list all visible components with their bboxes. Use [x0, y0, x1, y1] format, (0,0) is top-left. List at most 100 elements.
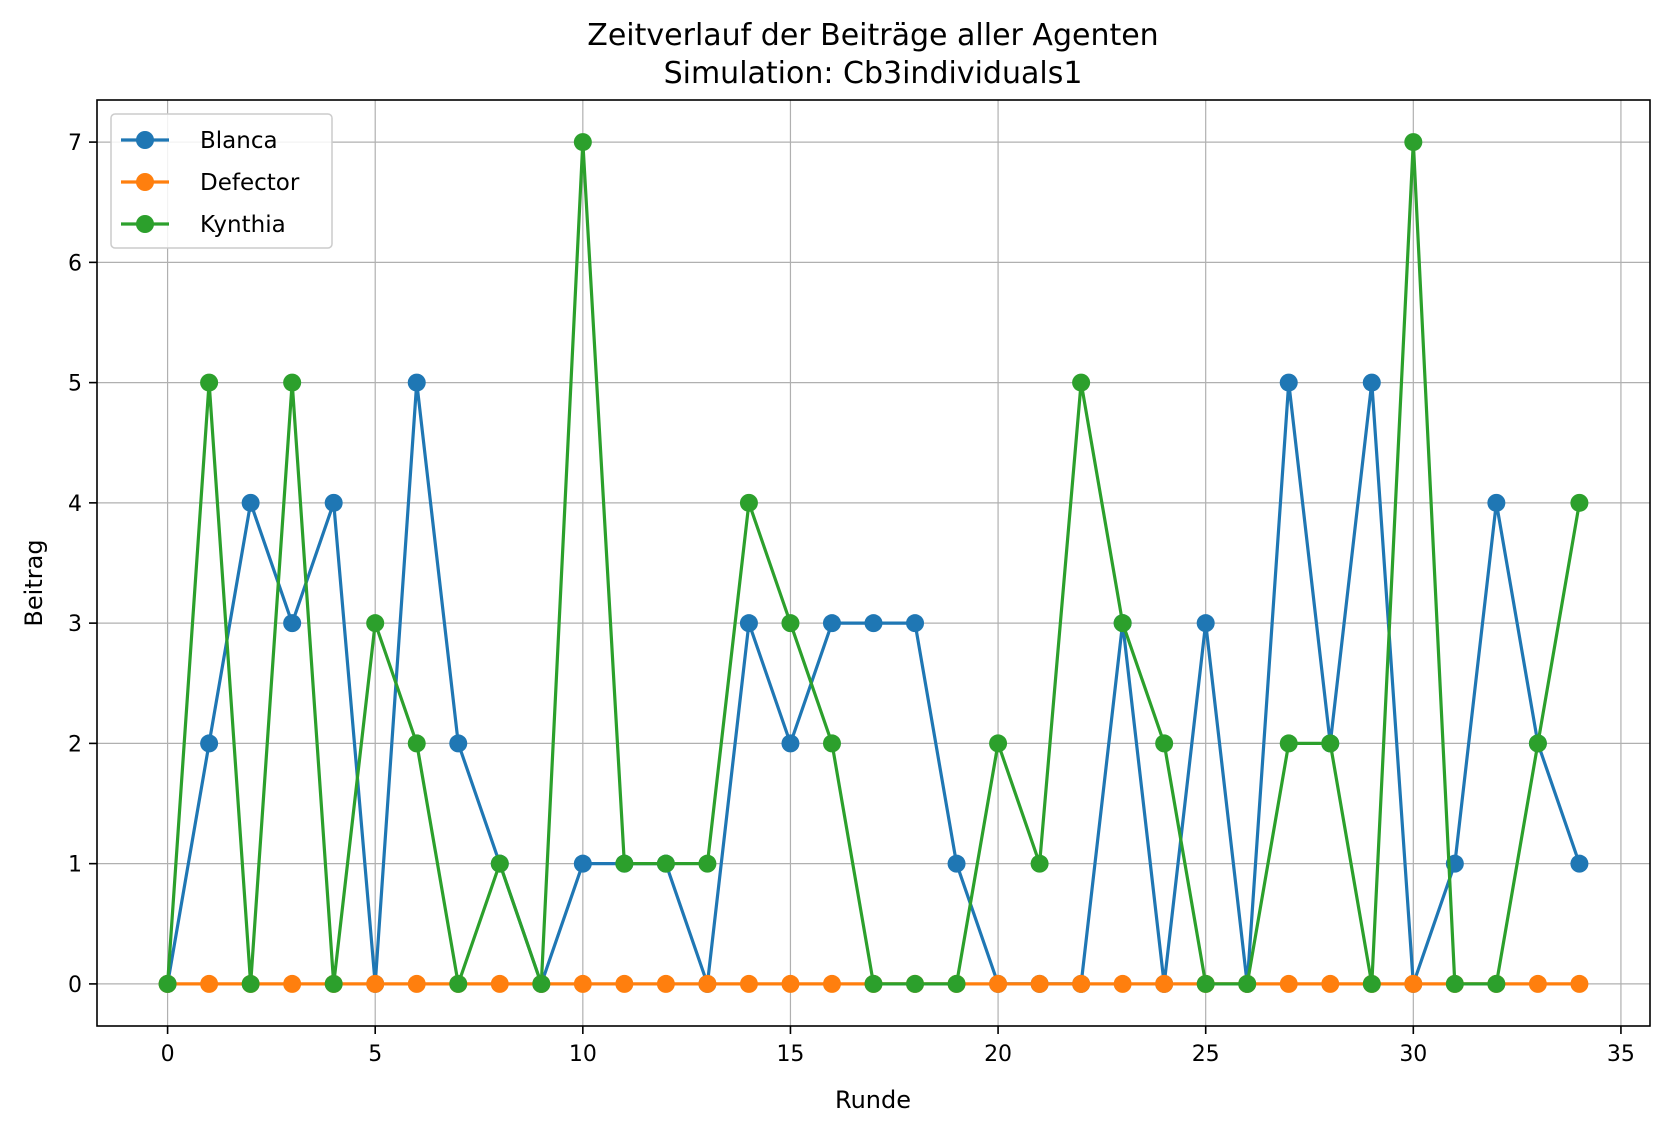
data-point-kynthia [1487, 974, 1506, 993]
data-point-kynthia [1528, 734, 1547, 753]
data-point-kynthia [1155, 734, 1174, 753]
data-point-kynthia [781, 614, 800, 633]
legend-swatch-marker [136, 173, 154, 191]
axis-ticks: 0 5 10 15 20 25 30 35 0 1 2 3 4 5 6 7 [68, 131, 1635, 1067]
x-tick-label: 10 [569, 1042, 597, 1067]
legend-label: Defector [200, 170, 300, 196]
y-tick-label: 3 [68, 612, 82, 637]
data-point-kynthia [1113, 614, 1132, 633]
data-point-kynthia [989, 734, 1008, 753]
x-tick-label: 0 [161, 1042, 175, 1067]
data-point-kynthia [1238, 974, 1257, 993]
data-point-defector [1321, 974, 1340, 993]
data-point-defector [366, 974, 385, 993]
data-point-defector [490, 974, 509, 993]
data-point-kynthia [490, 854, 509, 873]
data-point-kynthia [739, 493, 758, 512]
data-point-kynthia [698, 854, 717, 873]
legend-item-blanca: Blanca [121, 128, 278, 154]
data-point-defector [1030, 974, 1049, 993]
x-tick-label: 20 [984, 1042, 1012, 1067]
legend: Blanca Defector Kynthia [110, 113, 333, 249]
data-point-kynthia [241, 974, 260, 993]
y-tick-label: 0 [68, 973, 82, 998]
data-point-blanca [1279, 373, 1298, 392]
data-point-blanca [864, 614, 883, 633]
data-point-defector [1528, 974, 1547, 993]
legend-swatch-marker [136, 131, 154, 149]
legend-item-kynthia: Kynthia [121, 212, 286, 238]
data-point-blanca [283, 614, 302, 633]
x-tick-label: 35 [1607, 1042, 1635, 1067]
x-tick-label: 30 [1399, 1042, 1427, 1067]
y-tick-label: 2 [68, 732, 82, 757]
legend-label: Blanca [200, 128, 278, 154]
data-point-defector [200, 974, 219, 993]
y-tick-label: 5 [68, 372, 82, 397]
data-point-kynthia [1570, 493, 1589, 512]
data-point-blanca [1196, 614, 1215, 633]
data-point-defector [656, 974, 675, 993]
data-point-defector [573, 974, 592, 993]
data-point-kynthia [947, 974, 966, 993]
data-point-kynthia [1404, 133, 1423, 152]
legend-label: Kynthia [200, 212, 286, 238]
data-point-blanca [407, 373, 426, 392]
series-layer [158, 133, 1589, 993]
y-tick-label: 4 [68, 492, 82, 517]
series-line-kynthia [165, 140, 1581, 986]
data-point-defector [1113, 974, 1132, 993]
legend-box [110, 113, 333, 249]
y-tick-label: 7 [68, 131, 82, 156]
plot-frame [96, 99, 1651, 1027]
data-point-blanca [739, 614, 758, 633]
data-point-kynthia [1196, 974, 1215, 993]
data-point-defector [1072, 974, 1091, 993]
data-point-kynthia [822, 734, 841, 753]
y-tick-label: 1 [68, 853, 82, 878]
data-point-defector [739, 974, 758, 993]
data-point-blanca [947, 854, 966, 873]
data-point-defector [698, 974, 717, 993]
data-point-blanca [449, 734, 468, 753]
data-point-kynthia [573, 133, 592, 152]
x-tick-label: 15 [776, 1042, 804, 1067]
data-point-blanca [1487, 493, 1506, 512]
data-point-kynthia [532, 974, 551, 993]
x-tick-label: 5 [368, 1042, 382, 1067]
data-point-kynthia [615, 854, 634, 873]
data-point-defector [615, 974, 634, 993]
data-point-kynthia [283, 373, 302, 392]
data-point-kynthia [656, 854, 675, 873]
y-tick-label: 6 [68, 251, 82, 276]
series-kynthia [158, 133, 1589, 993]
chart-subtitle: Simulation: Cb3individuals1 [664, 56, 1083, 91]
data-point-blanca [1362, 373, 1381, 392]
data-point-defector [283, 974, 302, 993]
data-point-blanca [822, 614, 841, 633]
data-point-kynthia [1279, 734, 1298, 753]
data-point-blanca [573, 854, 592, 873]
data-point-kynthia [366, 614, 385, 633]
y-axis-label: Beitrag [20, 539, 48, 626]
data-point-defector [781, 974, 800, 993]
legend-swatch-marker [136, 215, 154, 233]
data-point-kynthia [1072, 373, 1091, 392]
data-point-blanca [200, 734, 219, 753]
data-point-kynthia [1362, 974, 1381, 993]
data-point-kynthia [324, 974, 343, 993]
data-point-blanca [1570, 854, 1589, 873]
data-point-kynthia [449, 974, 468, 993]
data-point-defector [1279, 974, 1298, 993]
data-point-blanca [906, 614, 925, 633]
data-point-defector [1570, 974, 1589, 993]
data-point-kynthia [158, 974, 177, 993]
x-axis-label: Runde [835, 1086, 911, 1114]
data-point-blanca [781, 734, 800, 753]
data-point-kynthia [864, 974, 883, 993]
data-point-defector [407, 974, 426, 993]
series-line-blanca [166, 381, 1581, 986]
data-point-kynthia [1321, 734, 1340, 753]
legend-item-defector: Defector [121, 170, 300, 196]
